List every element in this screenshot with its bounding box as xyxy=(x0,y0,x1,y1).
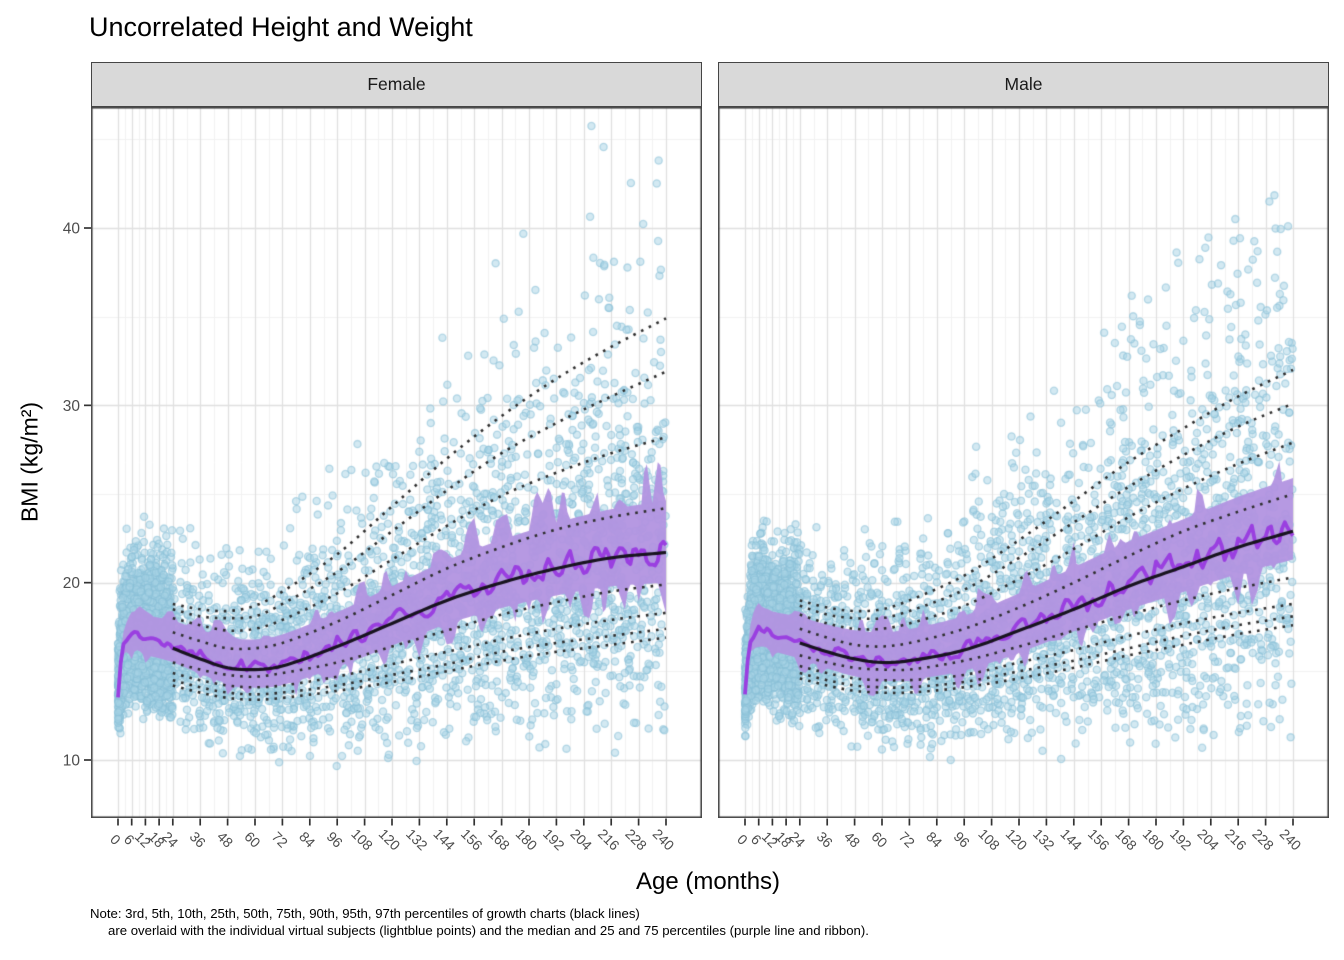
x-tick-label: 60 xyxy=(868,828,890,850)
x-tick-label: 240 xyxy=(1277,826,1305,854)
x-tick-label: 144 xyxy=(430,826,458,854)
x-tick-label: 156 xyxy=(1085,826,1113,854)
x-tick-label: 216 xyxy=(595,826,623,854)
x-tick-label: 168 xyxy=(485,826,513,854)
note-line-2: are overlaid with the individual virtual… xyxy=(108,923,869,938)
x-tick-label: 6 xyxy=(121,831,138,848)
x-tick-label: 72 xyxy=(269,828,291,850)
panel-female-plot-area xyxy=(91,107,702,818)
x-axis-title: Age (months) xyxy=(635,868,781,895)
x-tick-label: 96 xyxy=(951,828,973,850)
x-tick-label: 12 xyxy=(132,828,154,850)
x-tick-label: 144 xyxy=(1057,826,1085,854)
x-tick-label: 180 xyxy=(1140,826,1168,854)
y-tick-label: 40 xyxy=(63,221,81,238)
x-tick-label: 72 xyxy=(896,828,918,850)
chart-title: Uncorrelated Height and Weight xyxy=(89,12,473,42)
note-line-1: Note: 3rd, 5th, 10th, 25th, 50th, 75th, … xyxy=(90,906,640,921)
x-tick-label: 120 xyxy=(376,826,404,854)
x-tick-label: 228 xyxy=(622,826,650,854)
x-tick-label: 204 xyxy=(567,826,595,854)
x-tick-label: 120 xyxy=(1003,826,1031,854)
panel-male-plot-area xyxy=(718,107,1329,818)
x-tick-label: 18 xyxy=(772,828,794,850)
x-tick-label: 60 xyxy=(241,828,263,850)
x-tick-label: 0 xyxy=(107,831,124,848)
x-tick-label: 84 xyxy=(296,828,318,850)
x-tick-label: 156 xyxy=(458,826,486,854)
x-tick-label: 240 xyxy=(650,826,678,854)
y-axis-title: BMI (kg/m²) xyxy=(16,401,43,523)
facet-label-female: Female xyxy=(367,74,426,94)
x-tick-label: 228 xyxy=(1249,826,1277,854)
x-tick-label: 108 xyxy=(975,826,1003,854)
x-tick-label: 180 xyxy=(513,826,541,854)
facet-strip-female: Female xyxy=(91,62,702,107)
note-text: Note: 3rd, 5th, 10th, 25th, 50th, 75th, … xyxy=(90,905,869,939)
x-tick-label: 192 xyxy=(1167,826,1195,854)
x-tick-label: 132 xyxy=(1030,826,1058,854)
x-tick-label: 96 xyxy=(324,828,346,850)
x-tick-label: 24 xyxy=(159,828,181,850)
x-tick-label: 204 xyxy=(1194,826,1222,854)
x-tick-label: 0 xyxy=(734,831,751,848)
facet-strip-male: Male xyxy=(718,62,1329,107)
x-tick-label: 36 xyxy=(814,828,836,850)
x-tick-label: 48 xyxy=(841,828,863,850)
x-tick-label: 18 xyxy=(145,828,167,850)
facet-label-male: Male xyxy=(1004,74,1043,94)
x-tick-label: 168 xyxy=(1112,826,1140,854)
x-tick-label: 84 xyxy=(923,828,945,850)
x-tick-label: 12 xyxy=(759,828,781,850)
y-tick-label: 30 xyxy=(63,398,81,415)
x-tick-label: 108 xyxy=(348,826,376,854)
x-tick-label: 24 xyxy=(786,828,808,850)
x-tick-label: 36 xyxy=(187,828,209,850)
x-tick-label: 192 xyxy=(540,826,568,854)
x-tick-label: 132 xyxy=(403,826,431,854)
y-tick-label: 20 xyxy=(63,575,81,592)
x-tick-label: 6 xyxy=(748,831,765,848)
x-tick-label: 48 xyxy=(214,828,236,850)
y-tick-label: 10 xyxy=(63,753,81,770)
x-tick-label: 216 xyxy=(1222,826,1250,854)
